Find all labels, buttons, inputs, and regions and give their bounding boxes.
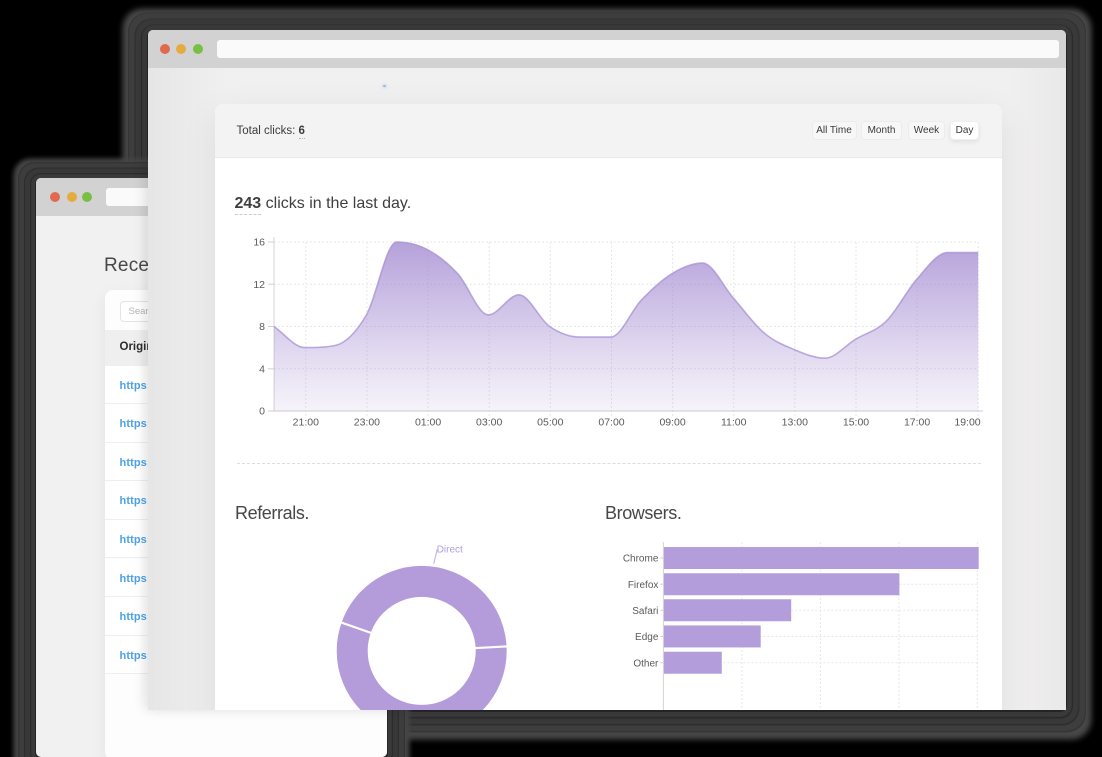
svg-text:23:00: 23:00 (354, 416, 380, 428)
svg-text:Chrome: Chrome (623, 553, 659, 564)
svg-text:17:00: 17:00 (904, 416, 930, 428)
svg-text:05:00: 05:00 (537, 416, 563, 428)
svg-text:11:00: 11:00 (721, 416, 747, 428)
svg-text:03:00: 03:00 (476, 416, 502, 428)
svg-text:4: 4 (259, 363, 265, 375)
svg-text:21:00: 21:00 (293, 416, 319, 428)
svg-text:13:00: 13:00 (782, 416, 808, 428)
svg-text:12: 12 (253, 278, 265, 290)
svg-text:01:00: 01:00 (415, 416, 441, 428)
svg-text:09:00: 09:00 (659, 416, 685, 428)
svg-text:Firefox: Firefox (628, 579, 659, 590)
svg-text:Safari: Safari (632, 605, 658, 616)
svg-text:Other: Other (633, 658, 659, 669)
svg-text:07:00: 07:00 (598, 416, 624, 428)
svg-text:16: 16 (253, 236, 265, 248)
svg-text:Edge: Edge (635, 632, 659, 643)
svg-text:15:00: 15:00 (843, 416, 869, 428)
svg-text:0: 0 (259, 405, 265, 417)
svg-text:8: 8 (259, 321, 265, 333)
svg-text:Direct: Direct (437, 544, 463, 555)
svg-text:19:00: 19:00 (954, 416, 980, 428)
